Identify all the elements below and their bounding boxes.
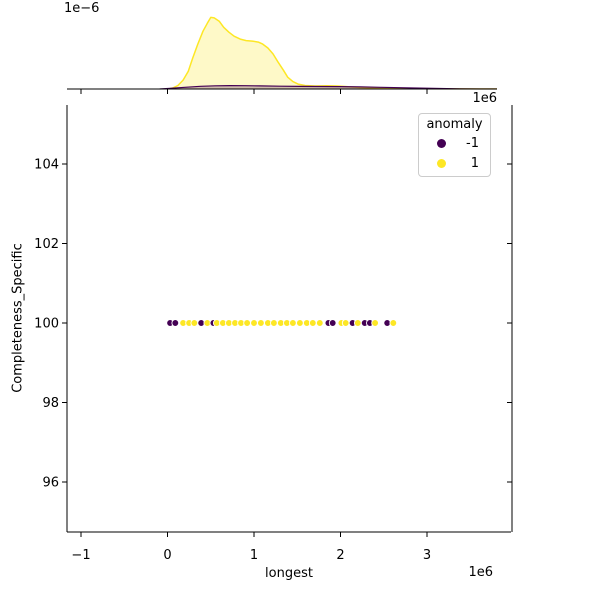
- marginal-x-ticks: [80, 89, 428, 94]
- y-axis-title: Completeness_Specific: [10, 243, 26, 393]
- scatter-point: [190, 319, 199, 327]
- scatter-point: [257, 319, 265, 327]
- legend-entry-label: -1: [466, 135, 479, 151]
- top-marginal-kde: [159, 16, 497, 90]
- right-marginal-ticks: [507, 163, 512, 483]
- scatter-point: [296, 319, 304, 327]
- y-tick-label: 100: [34, 316, 59, 331]
- scatter-points: [166, 319, 398, 327]
- x-axis-title: longest: [265, 566, 313, 581]
- marginal-density-offset-label: 1e−6: [64, 1, 100, 16]
- x-tick-label: 1: [250, 548, 258, 563]
- kde-area-anomaly-1: [168, 17, 497, 89]
- marginal-x-offset-label: 1e6: [472, 91, 497, 106]
- scatter-point: [341, 319, 350, 327]
- x-axis-ticks: −1 0 1 2 3: [71, 532, 431, 563]
- legend-rows: -1 1: [419, 133, 490, 173]
- legend: anomaly -1 1: [418, 113, 491, 177]
- scatter-point: [328, 319, 337, 327]
- legend-entry: -1: [419, 133, 490, 153]
- y-tick-label: 96: [42, 475, 59, 490]
- y-tick-label: 102: [34, 237, 59, 252]
- y-axis-ticks: 96 98 100 102 104: [34, 157, 67, 490]
- scatter-point: [371, 319, 379, 327]
- x-tick-label: 2: [336, 548, 344, 563]
- kde-line-anomaly-neg1: [159, 85, 497, 90]
- legend-entry-label: 1: [470, 155, 479, 171]
- scatter-point: [243, 319, 251, 327]
- y-tick-label: 98: [42, 396, 59, 411]
- scatter-point: [250, 319, 258, 327]
- legend-title: anomaly: [426, 117, 483, 132]
- scatter-point: [289, 319, 297, 327]
- x-tick-label: 3: [423, 548, 431, 563]
- scatter-point: [315, 319, 324, 327]
- legend-swatch-icon: [437, 138, 446, 148]
- legend-swatch-icon: [437, 158, 446, 168]
- scatter-point: [353, 319, 362, 327]
- x-axis-offset-label: 1e6: [468, 565, 493, 580]
- scatter-point: [389, 319, 398, 327]
- scatter-point: [171, 319, 180, 327]
- scatter-point: [308, 319, 317, 327]
- y-tick-label: 104: [34, 157, 59, 172]
- x-tick-label: 0: [163, 548, 171, 563]
- legend-entry: 1: [419, 153, 490, 173]
- x-tick-label: −1: [71, 548, 90, 563]
- scatter-point: [270, 319, 278, 327]
